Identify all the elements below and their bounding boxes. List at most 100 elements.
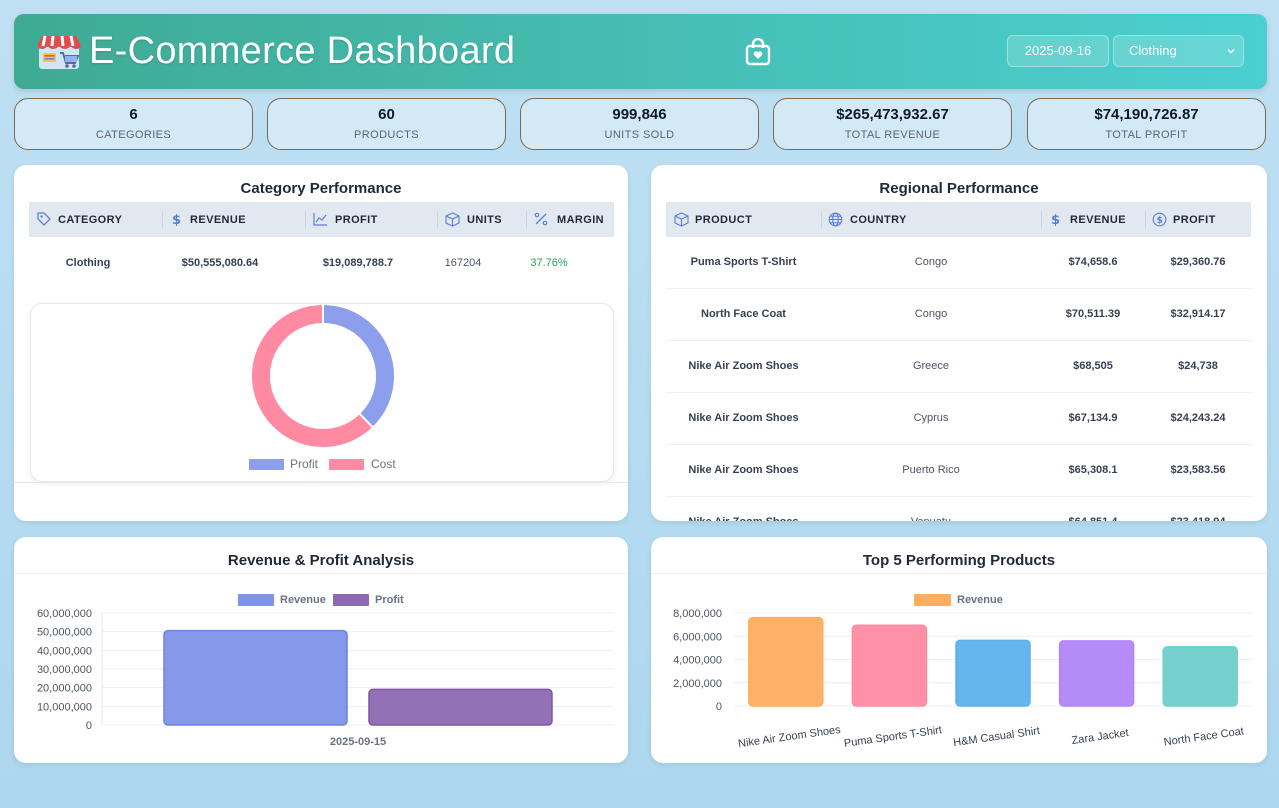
legend-label-profit[interactable]: Profit (290, 457, 319, 471)
y-tick-label: 50,000,000 (37, 627, 92, 639)
regional-performance-panel: Regional Performance PRODUCT COUNTRY $ R… (651, 165, 1267, 521)
bar-revenue[interactable] (163, 629, 348, 726)
cell-margin: 37.76% (530, 257, 568, 269)
box-icon (445, 212, 460, 227)
kpi-label: UNITS SOLD (604, 129, 675, 141)
table-row[interactable]: Nike Air Zoom Shoes Puerto Rico $65,308.1 $… (666, 445, 1251, 497)
x-tick-label: H&M Casual Shirt (952, 725, 1040, 749)
legend-swatch-profit[interactable] (249, 459, 284, 470)
y-tick-label: 8,000,000 (673, 608, 722, 620)
cell-revenue: $65,308.1 (1068, 464, 1118, 476)
donut-slice-cost[interactable] (250, 302, 375, 449)
table-row[interactable]: North Face Coat Congo $70,511.39 $32,914.17 (666, 289, 1251, 341)
table-header: PRODUCT COUNTRY $ REVENUE $ PROFIT (666, 202, 1251, 237)
kpi-card-total-profit: $74,190,726.87 TOTAL PROFIT (1027, 98, 1266, 150)
y-tick-label: 0 (716, 701, 722, 713)
y-tick-label: 2,000,000 (673, 678, 722, 690)
table-row[interactable]: Nike Air Zoom ShoesVanuatu$64,851.4$23,4… (666, 497, 1251, 521)
x-tick-label: North Face Coat (1163, 725, 1245, 748)
cell-product: Nike Air Zoom Shoes (688, 412, 799, 424)
kpi-label: PRODUCTS (354, 129, 419, 141)
panel-title: Revenue & Profit Analysis (227, 552, 415, 569)
profit-cost-donut-chart: Profit Cost (249, 302, 396, 471)
bar-product-1[interactable] (748, 616, 824, 707)
legend-swatch-profit[interactable] (333, 594, 369, 606)
cell-country: Puerto Rico (902, 464, 960, 476)
box-icon (674, 212, 689, 227)
category-select[interactable]: Clothing (1113, 35, 1244, 67)
table-row[interactable]: Nike Air Zoom Shoes Cyprus $67,134.9 $24,24… (666, 393, 1251, 445)
kpi-value: 6 (129, 106, 138, 123)
percent-icon (534, 212, 548, 226)
cell-profit: $29,360.76 (1170, 256, 1226, 268)
legend-swatch-revenue[interactable] (238, 594, 274, 606)
top-products-panel: Top 5 Performing Products Revenue 8,000,… (651, 537, 1267, 763)
table-row[interactable]: Puma Sports T-Shirt Congo $74,658.6 $29,360… (666, 237, 1251, 289)
panel-title: Regional Performance (879, 180, 1039, 197)
cell-category: Clothing (65, 257, 111, 269)
table-header: CATEGORY $ REVENUE PROFIT UNITS MARGIN (29, 202, 614, 237)
dollar-icon: $ (1051, 213, 1060, 226)
y-tick-label: 4,000,000 (673, 655, 722, 667)
kpi-label: CATEGORIES (95, 129, 172, 141)
cell-country: Congo (914, 256, 948, 268)
cell-profit: $23,418.94 (1145, 497, 1251, 521)
chevron-down-icon (1227, 49, 1235, 54)
x-tick-label: Nike Air Zoom Shoes (737, 724, 841, 750)
kpi-value: $74,190,726.87 (1094, 106, 1199, 123)
legend-label-revenue[interactable]: Revenue (280, 594, 326, 606)
x-tick-label: Puma Sports T-Shirt (843, 724, 943, 750)
legend-label-cost[interactable]: Cost (371, 457, 396, 471)
coin-icon: $ (1152, 212, 1167, 227)
y-tick-label: 0 (86, 720, 92, 732)
legend-label-profit[interactable]: Profit (375, 594, 404, 606)
panel-title: Top 5 Performing Products (862, 552, 1056, 569)
dashboard-header: E-Commerce Dashboard 2025-09-16 Clothing (14, 14, 1267, 89)
cell-revenue: $68,505 (1073, 360, 1113, 372)
bar-profit[interactable] (368, 688, 553, 726)
kpi-label: TOTAL REVENUE (844, 129, 941, 141)
donut-slice-profit[interactable] (322, 302, 396, 430)
shopping-bag-icon[interactable] (745, 38, 771, 66)
bar-product-5[interactable] (1162, 645, 1238, 707)
panel-title: Category Performance (240, 180, 402, 197)
cell-revenue: $50,555,080.64 (181, 257, 259, 269)
cell-product: Nike Air Zoom Shoes (688, 360, 799, 372)
table-row[interactable]: Nike Air Zoom Shoes Greece $68,505 $24,738 (666, 341, 1251, 393)
legend-label-revenue[interactable]: Revenue (957, 594, 1003, 606)
cell-profit: $24,243.24 (1170, 412, 1226, 424)
y-tick-label: 10,000,000 (37, 701, 92, 713)
cell-product: Puma Sports T-Shirt (690, 256, 797, 268)
kpi-card-units-sold: 999,846 UNITS SOLD (520, 98, 759, 150)
tag-icon (37, 212, 51, 226)
y-tick-label: 20,000,000 (37, 683, 92, 695)
y-tick-label: 40,000,000 (37, 645, 92, 657)
y-tick-label: 30,000,000 (37, 664, 92, 676)
kpi-value: 60 (378, 106, 395, 123)
bar-product-4[interactable] (1058, 640, 1135, 707)
y-tick-label: 60,000,000 (37, 608, 92, 620)
bar-product-3[interactable] (955, 639, 1031, 707)
x-tick-label: 2025-09-15 (330, 736, 386, 748)
cell-profit: $19,089,788.7 (322, 257, 394, 269)
storefront-icon (37, 35, 81, 69)
kpi-card-total-revenue: $265,473,932.67 TOTAL REVENUE (773, 98, 1012, 150)
cell-country: Cyprus (913, 412, 949, 424)
x-tick-label: Zara Jacket (1071, 727, 1130, 747)
cell-revenue: $74,658.6 (1068, 256, 1118, 268)
y-tick-label: 6,000,000 (673, 631, 722, 643)
kpi-value: 999,846 (612, 106, 667, 123)
revenue-profit-analysis-panel: Revenue & Profit Analysis Revenue Profit… (14, 537, 628, 763)
table-row[interactable]: Clothing $50,555,080.64 $19,089,788.7 16… (29, 237, 614, 289)
bar-product-2[interactable] (851, 624, 928, 707)
legend-swatch-revenue[interactable] (914, 594, 951, 606)
cell-country: Greece (912, 360, 950, 372)
date-input[interactable]: 2025-09-16 (1007, 35, 1109, 67)
legend-swatch-cost[interactable] (329, 459, 364, 470)
svg-text:$: $ (172, 213, 181, 226)
chart-line-icon (313, 213, 327, 226)
svg-text:$: $ (1051, 213, 1060, 226)
cell-country: Congo (914, 308, 948, 320)
category-select-value: Clothing (1129, 43, 1177, 58)
category-performance-panel: Category Performance CATEGORY $ REVENUE … (14, 165, 628, 521)
